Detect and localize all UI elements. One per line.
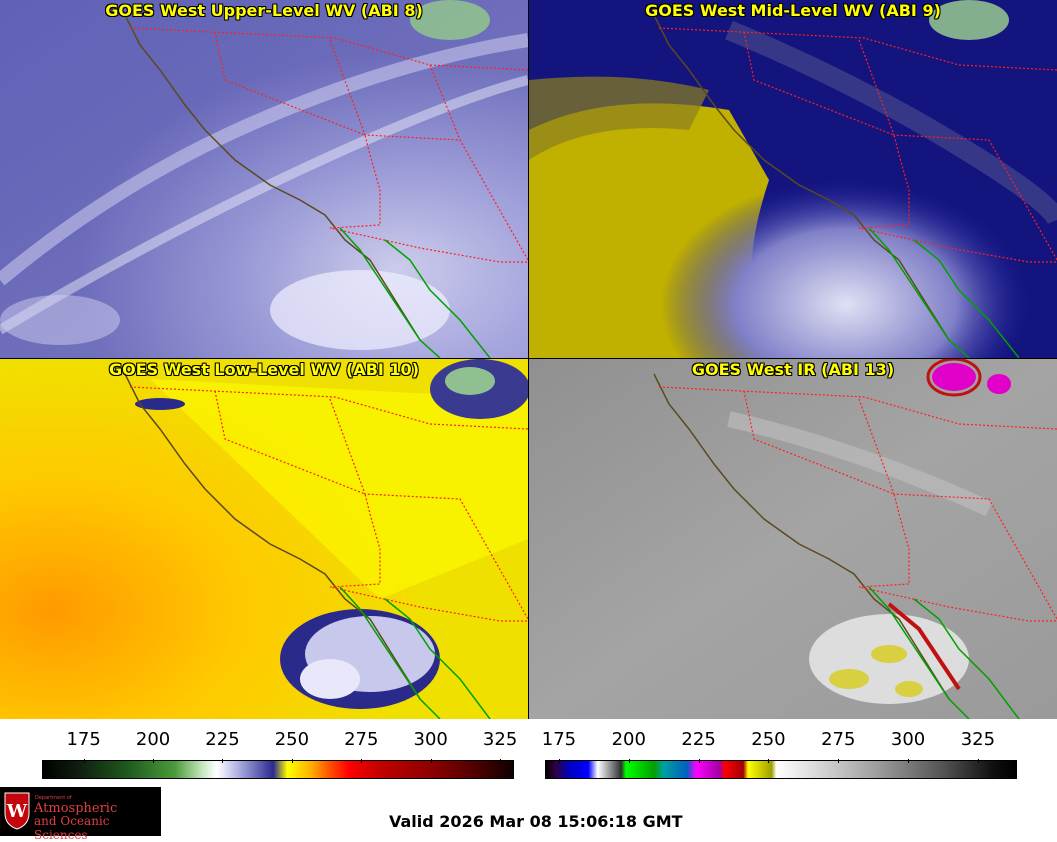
valid-time: Valid 2026 Mar 08 15:06:18 GMT <box>389 812 683 831</box>
ir-colorbar-gradient <box>545 760 1017 779</box>
svg-text:W: W <box>6 801 28 822</box>
ir-image <box>529 359 1057 719</box>
panel-title: GOES West Low-Level WV (ABI 10) <box>108 360 419 379</box>
mid-level-wv-image <box>529 0 1057 358</box>
colorbar-tick-mark <box>361 759 363 763</box>
colorbar-tick-mark <box>153 759 155 763</box>
colorbar-tick-mark <box>908 759 910 763</box>
colorbar-tick-label: 200 <box>135 729 171 750</box>
colorbar-tick-mark <box>698 759 700 763</box>
colorbar-tick-mark <box>838 759 840 763</box>
colorbar-tick-label: 300 <box>413 729 448 750</box>
colorbar-tick-mark <box>500 759 502 763</box>
panel-title: GOES West Mid-Level WV (ABI 9) <box>645 1 941 20</box>
low-level-wv-image <box>0 359 528 719</box>
aos-logo: W Department of Atmospheric and Oceanic … <box>0 787 161 842</box>
colorbar-tick-label: 325 <box>482 729 518 750</box>
panel-title: GOES West IR (ABI 13) <box>691 360 895 379</box>
colorbar-tick-mark <box>977 759 979 763</box>
ir-panel: GOES West IR (ABI 13) <box>529 359 1057 719</box>
ir-colorbar: 175 200 225 250 275 300 325 <box>529 721 1057 781</box>
colorbar-tick-label: 300 <box>890 729 926 750</box>
wv-colorbar: 175 200 225 250 275 300 325 <box>0 721 528 781</box>
colorbar-tick-mark <box>558 759 560 763</box>
logo-dept: Department of <box>35 795 72 801</box>
colorbar-tick-label: 225 <box>205 729 240 750</box>
colorbar-tick-label: 275 <box>344 729 379 750</box>
colorbar-tick-label: 250 <box>274 729 310 750</box>
colorbar-tick-label: 175 <box>66 729 101 750</box>
upper-level-wv-panel: GOES West Upper-Level WV (ABI 8) <box>0 0 528 358</box>
colorbar-tick-mark <box>430 759 432 763</box>
colorbar-tick-mark <box>83 759 85 763</box>
logo-line1: Atmospheric <box>34 801 118 816</box>
wv-colorbar-gradient <box>42 760 514 779</box>
low-level-wv-panel: GOES West Low-Level WV (ABI 10) <box>0 359 528 719</box>
colorbar-tick-mark <box>768 759 770 763</box>
colorbar-tick-label: 200 <box>611 729 646 750</box>
colorbar-tick-label: 250 <box>751 729 786 750</box>
colorbar-tick-label: 275 <box>821 729 856 750</box>
vertical-divider <box>528 0 529 719</box>
colorbar-tick-label: 225 <box>681 729 716 750</box>
colorbar-tick-mark <box>628 759 630 763</box>
horizontal-divider <box>0 358 1057 359</box>
ir-colorbar-ticks: 175 200 225 250 275 300 325 <box>529 729 1057 753</box>
colorbar-tick-label: 175 <box>541 729 577 750</box>
colorbar-tick-label: 325 <box>960 729 996 750</box>
colorbar-tick-mark <box>222 759 224 763</box>
panel-title: GOES West Upper-Level WV (ABI 8) <box>105 1 423 20</box>
colorbar-tick-mark <box>291 759 293 763</box>
upper-level-wv-image <box>0 0 528 358</box>
uw-crest-icon: W <box>4 792 30 830</box>
logo-line2: and Oceanic Sciences <box>34 814 110 842</box>
mid-level-wv-panel: GOES West Mid-Level WV (ABI 9) <box>529 0 1057 358</box>
wv-colorbar-ticks: 175 200 225 250 275 300 325 <box>0 729 528 753</box>
